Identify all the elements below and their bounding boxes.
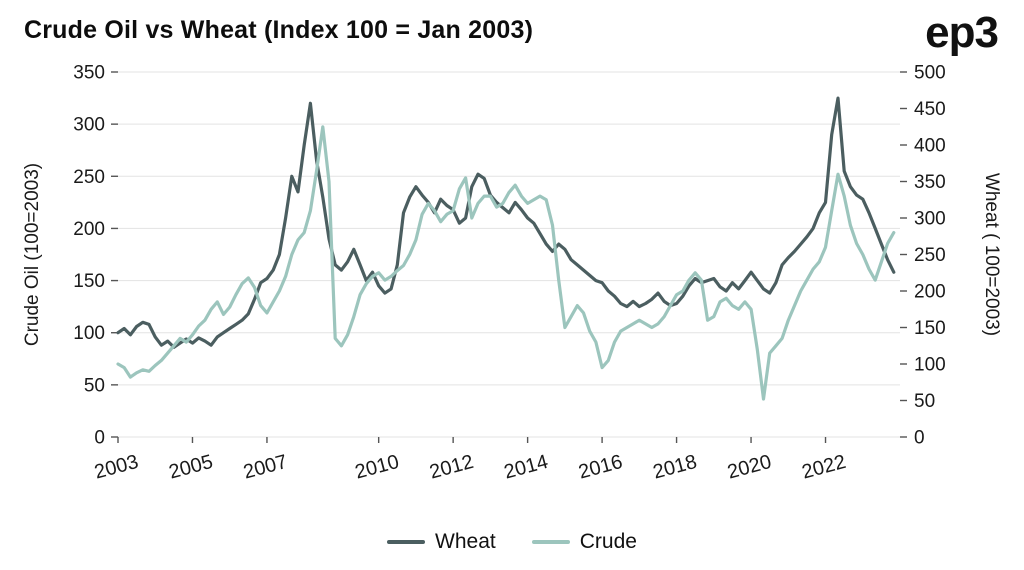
ep3-logo: ep3 [925,8,999,57]
legend-label-crude: Crude [579,530,637,553]
left-axis-tick-label: 200 [73,219,105,240]
left-axis-tick-label: 250 [73,167,105,188]
left-axis-tick-label: 50 [84,375,105,396]
x-axis-tick-label: 2016 [576,451,625,484]
legend-item-wheat: Wheat [387,530,496,554]
right-axis-tick-label: 350 [914,172,946,193]
right-axis-tick-label: 100 [914,355,946,376]
wheat-line [116,96,896,349]
x-axis-tick-label: 2003 [92,451,141,484]
legend-label-wheat: Wheat [435,530,496,553]
right-axis-tick-label: 200 [914,282,946,303]
x-axis-tick-label: 2007 [241,451,290,484]
x-axis-tick-label: 2014 [502,451,551,484]
chart-title: Crude Oil vs Wheat (Index 100 = Jan 2003… [24,16,534,44]
crude-line [116,125,896,401]
wheat-line-swatch [387,540,426,544]
x-axis-tick-label: 2022 [800,451,849,484]
x-axis-tick-label: 2005 [167,451,216,484]
right-axis-tick-label: 450 [914,99,946,120]
x-axis-tick-label: 2010 [353,451,402,484]
chart-legend: Wheat Crude [0,530,1024,554]
left-axis-title: Crude Oil (100=2003) [22,163,43,346]
crude-line-swatch [531,540,570,544]
right-axis-tick-label: 500 [914,63,946,84]
left-axis-tick-label: 350 [73,63,105,84]
right-axis-tick-label: 150 [914,318,946,339]
right-axis-tick-label: 50 [914,391,935,412]
right-axis-tick-label: 300 [914,209,946,230]
right-axis-tick-label: 400 [914,136,946,157]
dual-axis-line-chart: 0 50 100 150 200 250 300 350 0 50 100 150 200 250 300 3… [22,63,1002,484]
right-axis-tick-label: 0 [914,428,925,449]
left-axis-tick-label: 150 [73,271,105,292]
left-axis-tick-label: 0 [94,428,105,449]
left-axis-tick-label: 100 [73,323,105,344]
left-axis-tick-label: 300 [73,115,105,136]
x-axis-tick-label: 2020 [725,451,774,484]
x-axis-tick-label: 2012 [427,451,476,484]
right-axis-tick-label: 250 [914,245,946,266]
legend-item-crude: Crude [531,530,637,554]
x-axis-tick-label: 2018 [651,451,700,484]
right-axis-title: Wheat ( 100=2003) [981,173,1002,336]
